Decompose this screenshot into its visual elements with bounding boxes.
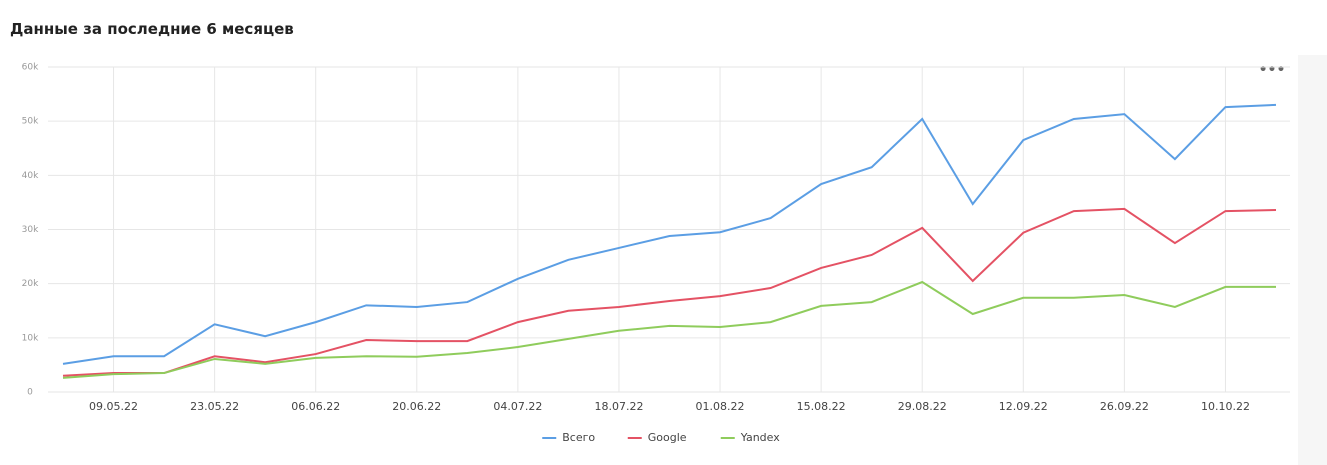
x-tick-label: 09.05.22 [89, 400, 138, 413]
y-tick-label: 40k [22, 171, 39, 181]
y-tick-label: 10k [22, 333, 39, 343]
legend-label: Yandex [740, 431, 780, 444]
y-tick-label: 30k [22, 225, 39, 235]
y-tick-label: 60k [22, 63, 39, 73]
x-tick-label: 06.06.22 [291, 400, 340, 413]
x-tick-label: 29.08.22 [898, 400, 947, 413]
x-tick-label: 15.08.22 [797, 400, 846, 413]
series-line [62, 280, 1276, 379]
x-tick-label: 18.07.22 [594, 400, 643, 413]
x-tick-label: 04.07.22 [493, 400, 542, 413]
chart-title: Данные за последние 6 месяцев [10, 20, 294, 38]
legend-label: Google [648, 431, 687, 444]
y-tick-label: 0 [27, 388, 33, 398]
x-tick-label: 01.08.22 [696, 400, 745, 413]
menu-button[interactable]: ••• [1259, 62, 1286, 78]
chart-card [8, 55, 1298, 465]
series-line [62, 103, 1277, 365]
legend-label: Всего [562, 431, 595, 444]
x-tick-label: 20.06.22 [392, 400, 441, 413]
y-tick-label: 50k [22, 117, 39, 127]
x-tick-label: 12.09.22 [999, 400, 1048, 413]
y-tick-label: 20k [22, 279, 39, 289]
x-tick-label: 26.09.22 [1100, 400, 1149, 413]
x-tick-label: 23.05.22 [190, 400, 239, 413]
x-tick-label: 10.10.22 [1201, 400, 1250, 413]
series-line [62, 207, 1277, 377]
side-panel [1298, 55, 1327, 465]
